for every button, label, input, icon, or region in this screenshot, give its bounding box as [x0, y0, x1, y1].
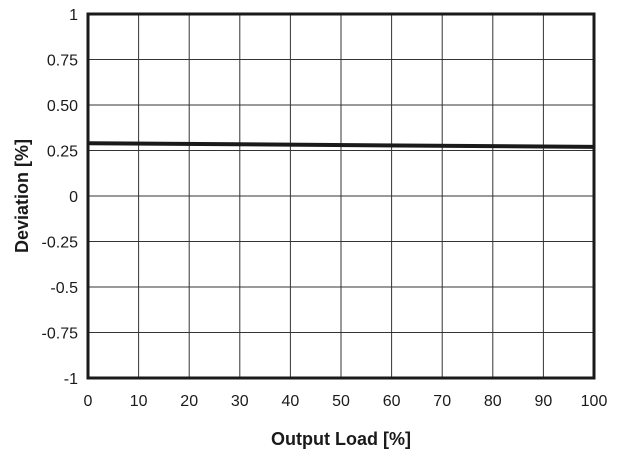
x-tick-label: 70	[433, 393, 451, 410]
x-tick-label: 10	[130, 393, 148, 410]
y-tick-label: -0.75	[42, 326, 79, 343]
y-axis-title: Deviation [%]	[12, 139, 32, 253]
grid-lines	[88, 14, 594, 378]
x-tick-label: 80	[484, 393, 502, 410]
x-tick-label: 90	[535, 393, 553, 410]
y-tick-label: 0.25	[47, 144, 78, 161]
y-tick-label: 0.75	[47, 53, 78, 70]
x-tick-label: 50	[332, 393, 350, 410]
x-tick-label: 60	[383, 393, 401, 410]
y-tick-label: -1	[64, 371, 78, 388]
y-tick-label: -0.25	[42, 235, 79, 252]
x-tick-label: 100	[581, 393, 608, 410]
x-tick-label: 0	[84, 393, 93, 410]
series-line	[87, 141, 595, 149]
x-tick-label: 30	[231, 393, 249, 410]
y-tick-label: -0.5	[50, 280, 78, 297]
x-axis-title: Output Load [%]	[271, 429, 411, 449]
x-tick-label: 20	[180, 393, 198, 410]
y-tick-label: 0	[69, 189, 78, 206]
y-axis-tick-labels: 1 0.75 0.50 0.25 0 -0.25 -0.5 -0.75 -1	[42, 7, 79, 388]
x-axis-tick-labels: 0 10 20 30 40 50 60 70 80 90 100	[84, 393, 608, 410]
series-layer	[87, 141, 595, 149]
plot-area-frame	[86, 12, 596, 380]
y-tick-label: 0.50	[47, 98, 78, 115]
x-tick-label: 40	[282, 393, 300, 410]
y-tick-label: 1	[69, 7, 78, 24]
